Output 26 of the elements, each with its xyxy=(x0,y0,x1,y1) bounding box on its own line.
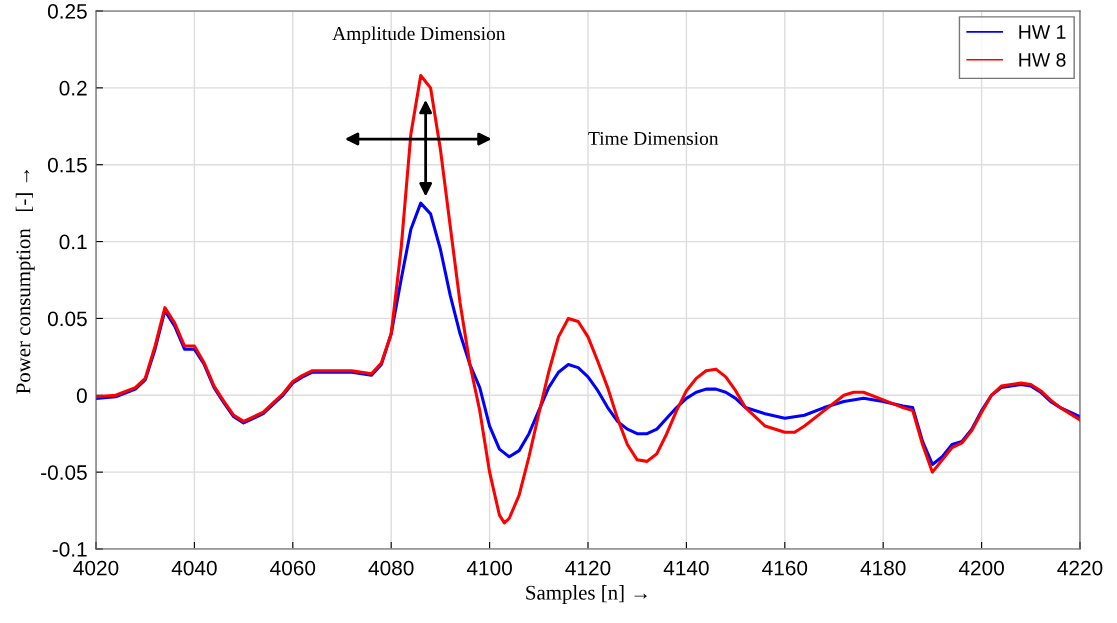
y-tick-label: 0.15 xyxy=(47,157,87,173)
y-tick-label: 0.2 xyxy=(59,80,87,96)
x-tick-label: 4200 xyxy=(958,560,1004,576)
y-tick-label: 0.05 xyxy=(47,311,87,327)
x-tick-label: 4120 xyxy=(565,560,611,576)
annotation: Amplitude Dimension xyxy=(332,26,506,45)
x-tick-label: 4160 xyxy=(762,560,808,576)
legend-label: HW 1 xyxy=(1019,25,1066,39)
y-tick-label: -0.1 xyxy=(52,542,87,557)
x-axis-title: Samples [n] → xyxy=(526,585,647,604)
x-tick-label: 4180 xyxy=(860,560,906,576)
x-tick-label: 4220 xyxy=(1057,560,1103,576)
x-tick-label: 4080 xyxy=(368,560,414,576)
y-tick-label: 0 xyxy=(76,388,87,404)
x-tick-label: 4020 xyxy=(73,560,119,576)
y-tick-label: -0.05 xyxy=(41,465,87,480)
x-tick-label: 4140 xyxy=(663,560,709,576)
annotation: Time Dimension xyxy=(588,131,719,145)
x-tick-label: 4100 xyxy=(466,560,512,576)
y-tick-label: 0.1 xyxy=(59,234,87,250)
legend-label: HW 8 xyxy=(1019,52,1066,67)
y-axis-title: Power consumption [-] → xyxy=(15,169,35,394)
x-tick-label: 4060 xyxy=(270,560,316,576)
line-series xyxy=(96,74,1080,525)
y-tick-label: 0.25 xyxy=(47,4,87,19)
x-tick-label: 4040 xyxy=(171,560,217,576)
